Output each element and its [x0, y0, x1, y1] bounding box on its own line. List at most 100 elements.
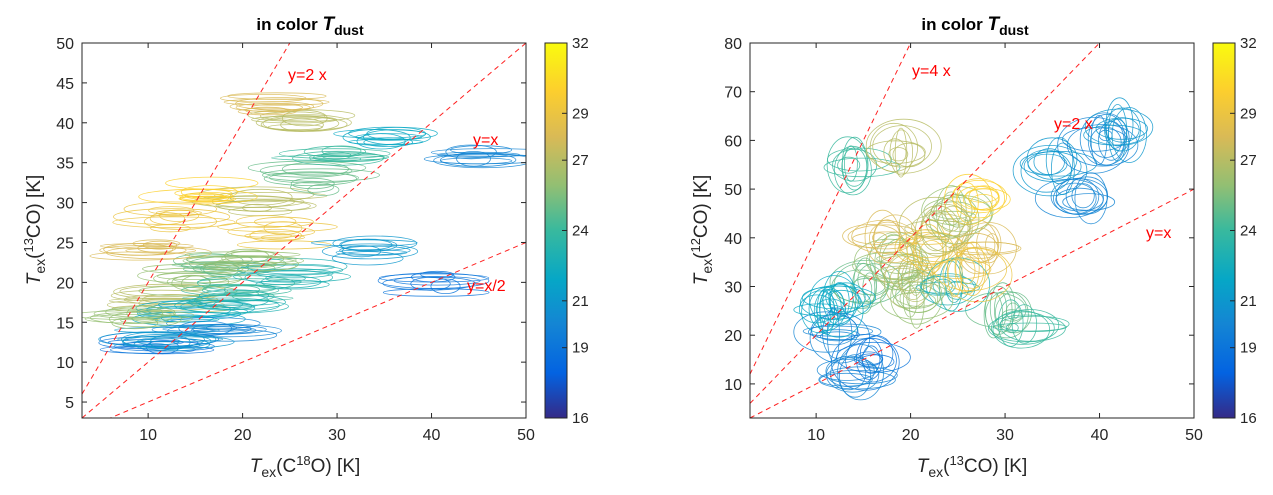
left-error-ellipse: [313, 152, 385, 163]
left-data-point: [247, 109, 356, 132]
left-error-ellipse: [362, 129, 431, 146]
right-error-ellipse: [1011, 304, 1038, 344]
right-error-ellipse: [883, 138, 907, 167]
right-error-ellipse: [906, 229, 947, 271]
right-error-ellipse: [1012, 145, 1088, 197]
left-error-ellipse: [165, 176, 259, 190]
right-error-ellipse: [966, 227, 996, 263]
left-error-ellipse: [265, 274, 306, 283]
left-error-ellipse: [166, 275, 230, 289]
left-colorbar-ticks: 16 19 21 24 27 29 32: [562, 35, 589, 427]
left-reference-line-label: y=2 x: [288, 67, 327, 84]
left-y-tick-label: 50: [56, 36, 74, 53]
left-error-ellipse: [214, 256, 300, 272]
left-error-ellipse: [194, 292, 269, 308]
right-y-tick-label: 30: [724, 280, 742, 297]
left-error-ellipse: [114, 326, 220, 334]
right-data-point: [943, 173, 1011, 226]
left-colorbar-tick-label: 24: [572, 223, 589, 240]
right-y-tick-label: 80: [724, 36, 742, 53]
left-y-ticks: 5 10 15 20 25 30 35 40 45 50: [56, 36, 526, 412]
left-data-point: [151, 317, 282, 342]
left-colorbar-tick-label: 29: [572, 105, 589, 122]
right-data-point: [865, 118, 942, 178]
right-error-ellipse: [837, 344, 884, 401]
left-colorbar-tick-label: 27: [572, 152, 589, 169]
left-error-ellipse: [259, 163, 353, 178]
right-data-point: [898, 196, 973, 257]
left-error-ellipse: [103, 243, 174, 256]
right-error-ellipse: [865, 118, 942, 174]
right-x-tick-label: 40: [1091, 427, 1109, 444]
left-error-ellipse: [235, 215, 297, 229]
right-error-ellipse: [1111, 107, 1147, 163]
left-y-tick-label: 30: [56, 196, 74, 213]
right-error-ellipse: [959, 241, 987, 296]
left-error-ellipse: [190, 326, 257, 335]
left-colorbar-tick-label: 16: [572, 410, 589, 427]
right-error-ellipse: [836, 341, 911, 373]
left-error-ellipse: [148, 206, 195, 215]
left-y-tick-label: 5: [65, 395, 74, 412]
right-error-ellipse: [819, 288, 842, 327]
left-data-point: [247, 160, 380, 196]
right-error-ellipse: [837, 156, 861, 174]
right-y-tick-label: 20: [724, 328, 742, 345]
right-x-axis-label: Tex(13CO) [K]: [917, 453, 1028, 480]
right-error-ellipse: [827, 147, 892, 172]
left-reference-line-label: y=x/2: [467, 278, 506, 295]
left-data-point: [271, 145, 391, 166]
right-error-ellipse: [853, 257, 877, 308]
right-error-ellipse: [955, 247, 990, 289]
right-reference-line: [750, 188, 1194, 418]
left-error-ellipse: [292, 150, 385, 166]
left-error-ellipse: [160, 314, 214, 323]
left-error-ellipse: [321, 243, 419, 260]
right-error-ellipse: [857, 353, 883, 365]
left-data-point: [233, 258, 352, 290]
right-reference-line-label: y=4 x: [912, 63, 951, 80]
right-y-ticks: 10 20 30 40 50 60 70 80: [724, 36, 1194, 394]
right-error-ellipse: [1108, 104, 1128, 162]
right-data-point: [880, 269, 954, 329]
right-error-ellipse: [862, 272, 877, 304]
left-axes-box: [81, 42, 527, 419]
left-data-point: [138, 176, 259, 205]
right-line-labels: y=4 x y=2 x y=x: [912, 63, 1171, 242]
left-x-tick-label: 30: [328, 427, 346, 444]
right-colorbar-tick-label: 24: [1240, 223, 1257, 240]
left-error-ellipse: [151, 324, 267, 335]
left-y-tick-label: 40: [56, 116, 74, 133]
left-error-ellipse: [430, 148, 526, 157]
left-error-ellipse: [377, 272, 490, 289]
right-error-ellipse: [1071, 183, 1095, 209]
left-data-point: [217, 215, 338, 250]
right-error-ellipse: [819, 372, 873, 387]
right-error-ellipse: [819, 331, 855, 342]
right-error-ellipse: [911, 213, 971, 241]
left-error-ellipse: [209, 303, 256, 310]
right-error-ellipse: [839, 354, 872, 398]
left-error-ellipse: [84, 314, 193, 324]
right-error-ellipse: [898, 196, 972, 255]
left-colorbar-tick-label: 21: [572, 293, 589, 310]
left-error-ellipse: [112, 216, 236, 229]
right-x-tick-label: 30: [996, 427, 1014, 444]
left-error-ellipse: [171, 274, 212, 291]
left-x-tick-label: 20: [234, 427, 252, 444]
right-data-point: [793, 283, 864, 338]
right-error-ellipse: [825, 355, 875, 388]
right-error-ellipse: [1055, 187, 1104, 212]
right-error-ellipse: [962, 188, 1011, 211]
left-error-ellipse: [162, 326, 252, 332]
left-line-labels: y=2 x y=x y=x/2: [288, 67, 506, 295]
right-data-point: [988, 299, 1070, 349]
left-x-tick-label: 10: [139, 427, 157, 444]
right-error-ellipse: [904, 220, 971, 238]
right-error-ellipse: [991, 311, 1055, 345]
left-error-ellipse: [227, 92, 327, 100]
right-error-ellipse: [798, 294, 836, 324]
left-error-ellipse: [133, 337, 211, 352]
left-data-point: [89, 239, 212, 261]
left-data-point: [423, 144, 526, 169]
